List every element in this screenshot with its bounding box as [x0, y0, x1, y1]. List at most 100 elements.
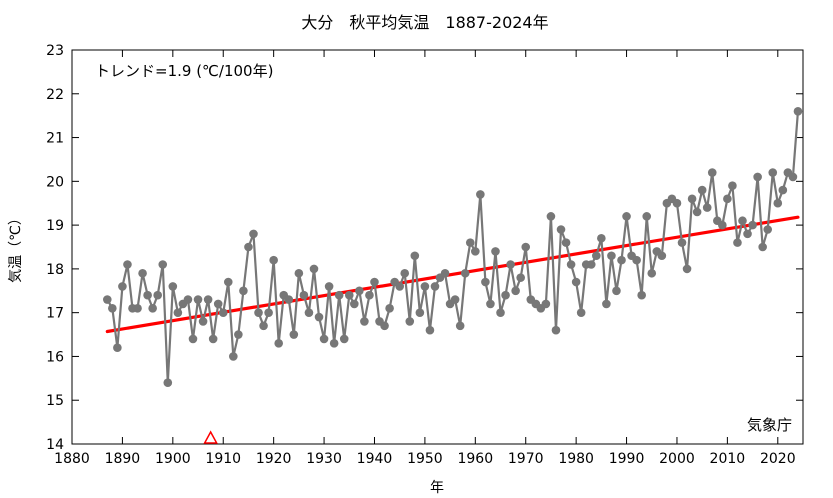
source-label: 気象庁 — [747, 416, 792, 434]
station-relocation-marker — [203, 430, 218, 444]
data-point — [355, 286, 364, 296]
data-point — [597, 233, 606, 243]
data-point — [576, 308, 586, 317]
data-point — [213, 299, 223, 309]
data-point — [697, 185, 707, 195]
data-point — [692, 207, 702, 217]
y-tick-label: 20 — [46, 174, 64, 190]
y-tick-label: 18 — [46, 262, 64, 278]
data-point — [405, 317, 415, 326]
data-point — [264, 308, 273, 317]
data-point — [208, 334, 218, 344]
data-point — [339, 334, 349, 344]
data-point — [102, 295, 112, 304]
data-point — [738, 216, 747, 226]
y-tick-label: 17 — [46, 306, 64, 322]
data-point — [309, 264, 319, 274]
data-point — [153, 290, 162, 300]
data-point — [173, 308, 183, 317]
trend-annotation: トレンド=1.9 (℃/100年) — [95, 62, 273, 80]
data-point — [793, 106, 803, 116]
y-tick-label: 22 — [46, 87, 64, 103]
data-point — [360, 317, 369, 326]
data-point — [254, 308, 263, 317]
x-tick-label: 1970 — [508, 451, 544, 467]
data-point — [163, 378, 173, 388]
y-tick-label: 19 — [46, 218, 64, 234]
data-point — [748, 220, 757, 230]
data-point — [299, 290, 309, 300]
data-point — [682, 264, 692, 274]
data-point — [380, 321, 389, 331]
data-point — [158, 260, 168, 269]
data-point — [314, 312, 324, 322]
y-tick-label: 21 — [46, 131, 64, 147]
data-point — [632, 255, 641, 265]
data-point — [501, 290, 510, 300]
series-layer — [102, 106, 803, 388]
data-point — [455, 321, 465, 331]
data-point — [728, 181, 737, 191]
y-tick-label: 16 — [46, 349, 64, 365]
data-point — [622, 212, 631, 221]
data-point — [541, 299, 551, 309]
data-point — [193, 295, 203, 304]
data-point — [556, 225, 566, 234]
data-point — [410, 251, 420, 261]
y-tick-label: 14 — [46, 437, 64, 453]
data-point — [612, 286, 621, 296]
data-point — [425, 325, 435, 335]
data-point — [496, 308, 505, 317]
data-point — [430, 282, 440, 291]
data-point — [743, 229, 752, 239]
x-tick-label: 1960 — [457, 451, 493, 467]
x-tick-label: 2000 — [659, 451, 695, 467]
data-point — [718, 220, 727, 230]
x-axis: 1880 1890 1900 1910 1920 1930 1940 1950 1960 1970… — [54, 50, 796, 467]
data-point — [138, 268, 147, 278]
x-tick-label: 1910 — [205, 451, 241, 467]
data-point — [148, 303, 157, 313]
data-point — [677, 238, 687, 247]
data-point — [733, 238, 742, 247]
data-point — [365, 290, 374, 300]
data-point — [329, 339, 339, 348]
data-point — [259, 321, 268, 331]
data-point — [450, 295, 460, 304]
data-point — [758, 242, 767, 252]
y-tick-label: 15 — [46, 393, 64, 409]
data-point — [123, 260, 132, 269]
data-point — [460, 268, 470, 278]
data-point — [239, 286, 248, 296]
plot-frame — [71, 49, 804, 445]
data-point — [476, 190, 485, 199]
data-point — [440, 268, 450, 278]
data-point — [586, 260, 596, 269]
marker-layer — [203, 430, 218, 444]
data-point — [788, 172, 798, 182]
data-point — [244, 242, 253, 252]
x-axis-label: 年 — [430, 480, 444, 496]
data-point — [647, 268, 657, 278]
data-point — [707, 168, 717, 177]
data-point — [269, 255, 278, 265]
data-point — [592, 251, 601, 261]
x-tick-label: 2020 — [760, 451, 796, 467]
data-point — [234, 330, 243, 339]
y-axis: 14 15 16 17 18 19 20 21 22 23 — [46, 43, 803, 453]
data-point — [294, 268, 304, 278]
data-point — [723, 194, 732, 204]
data-point — [203, 295, 213, 304]
x-tick-label: 1930 — [306, 451, 342, 467]
data-point — [481, 277, 490, 287]
data-point — [118, 282, 127, 291]
data-point — [168, 282, 178, 291]
data-point — [778, 185, 788, 195]
data-point — [617, 255, 626, 265]
data-point — [133, 303, 142, 313]
data-point — [415, 308, 425, 317]
data-point — [566, 260, 576, 269]
data-point — [465, 238, 475, 247]
data-point — [395, 282, 404, 291]
data-point — [516, 273, 525, 282]
